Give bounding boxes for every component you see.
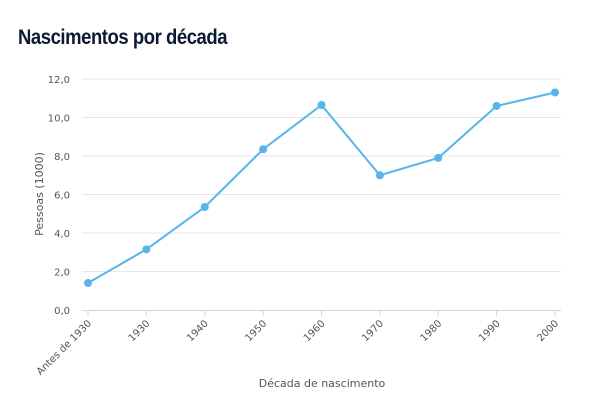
y-axis-label: Pessoas (1000) (33, 152, 46, 236)
y-tick-label: 10,0 (48, 114, 70, 125)
data-point (259, 145, 268, 154)
data-point (434, 153, 443, 162)
data-point (200, 203, 209, 212)
data-point (492, 101, 501, 110)
chart-title: Nascimentos por década (18, 26, 228, 49)
data-point (142, 245, 151, 254)
y-tick-label: 2,0 (54, 268, 70, 279)
x-axis: Antes de 1930 1930 1940 1950 1960 1970 1980 199… (35, 310, 561, 378)
x-tick-label: 1980 (419, 318, 445, 344)
x-tick-label: 1950 (243, 318, 269, 344)
x-tick-label: 2000 (535, 318, 561, 344)
data-point (375, 171, 384, 180)
series-path (87, 91, 556, 284)
gridlines (82, 78, 561, 272)
y-tick-label: 12,0 (48, 75, 70, 86)
y-tick-label: 4,0 (54, 229, 70, 240)
y-tick-label: 8,0 (54, 152, 70, 163)
x-axis-label: Década de nascimento (259, 377, 386, 390)
y-tick-label: 0,0 (54, 306, 70, 317)
data-point (551, 88, 559, 97)
data-point (317, 100, 326, 109)
x-tick-label: 1970 (360, 318, 386, 344)
y-tick-label: 6,0 (54, 191, 70, 202)
x-tick-label: 1930 (127, 318, 153, 344)
x-tick-label: Antes de 1930 (35, 318, 94, 377)
x-tick-label: 1960 (302, 318, 328, 344)
data-point (84, 279, 92, 288)
x-tick-label: 1990 (477, 318, 503, 344)
x-tick-label: 1940 (185, 318, 211, 344)
y-axis-ticks: 0,0 2,0 4,0 6,0 8,0 10,0 12,0 (48, 75, 70, 317)
series-line (84, 88, 559, 288)
